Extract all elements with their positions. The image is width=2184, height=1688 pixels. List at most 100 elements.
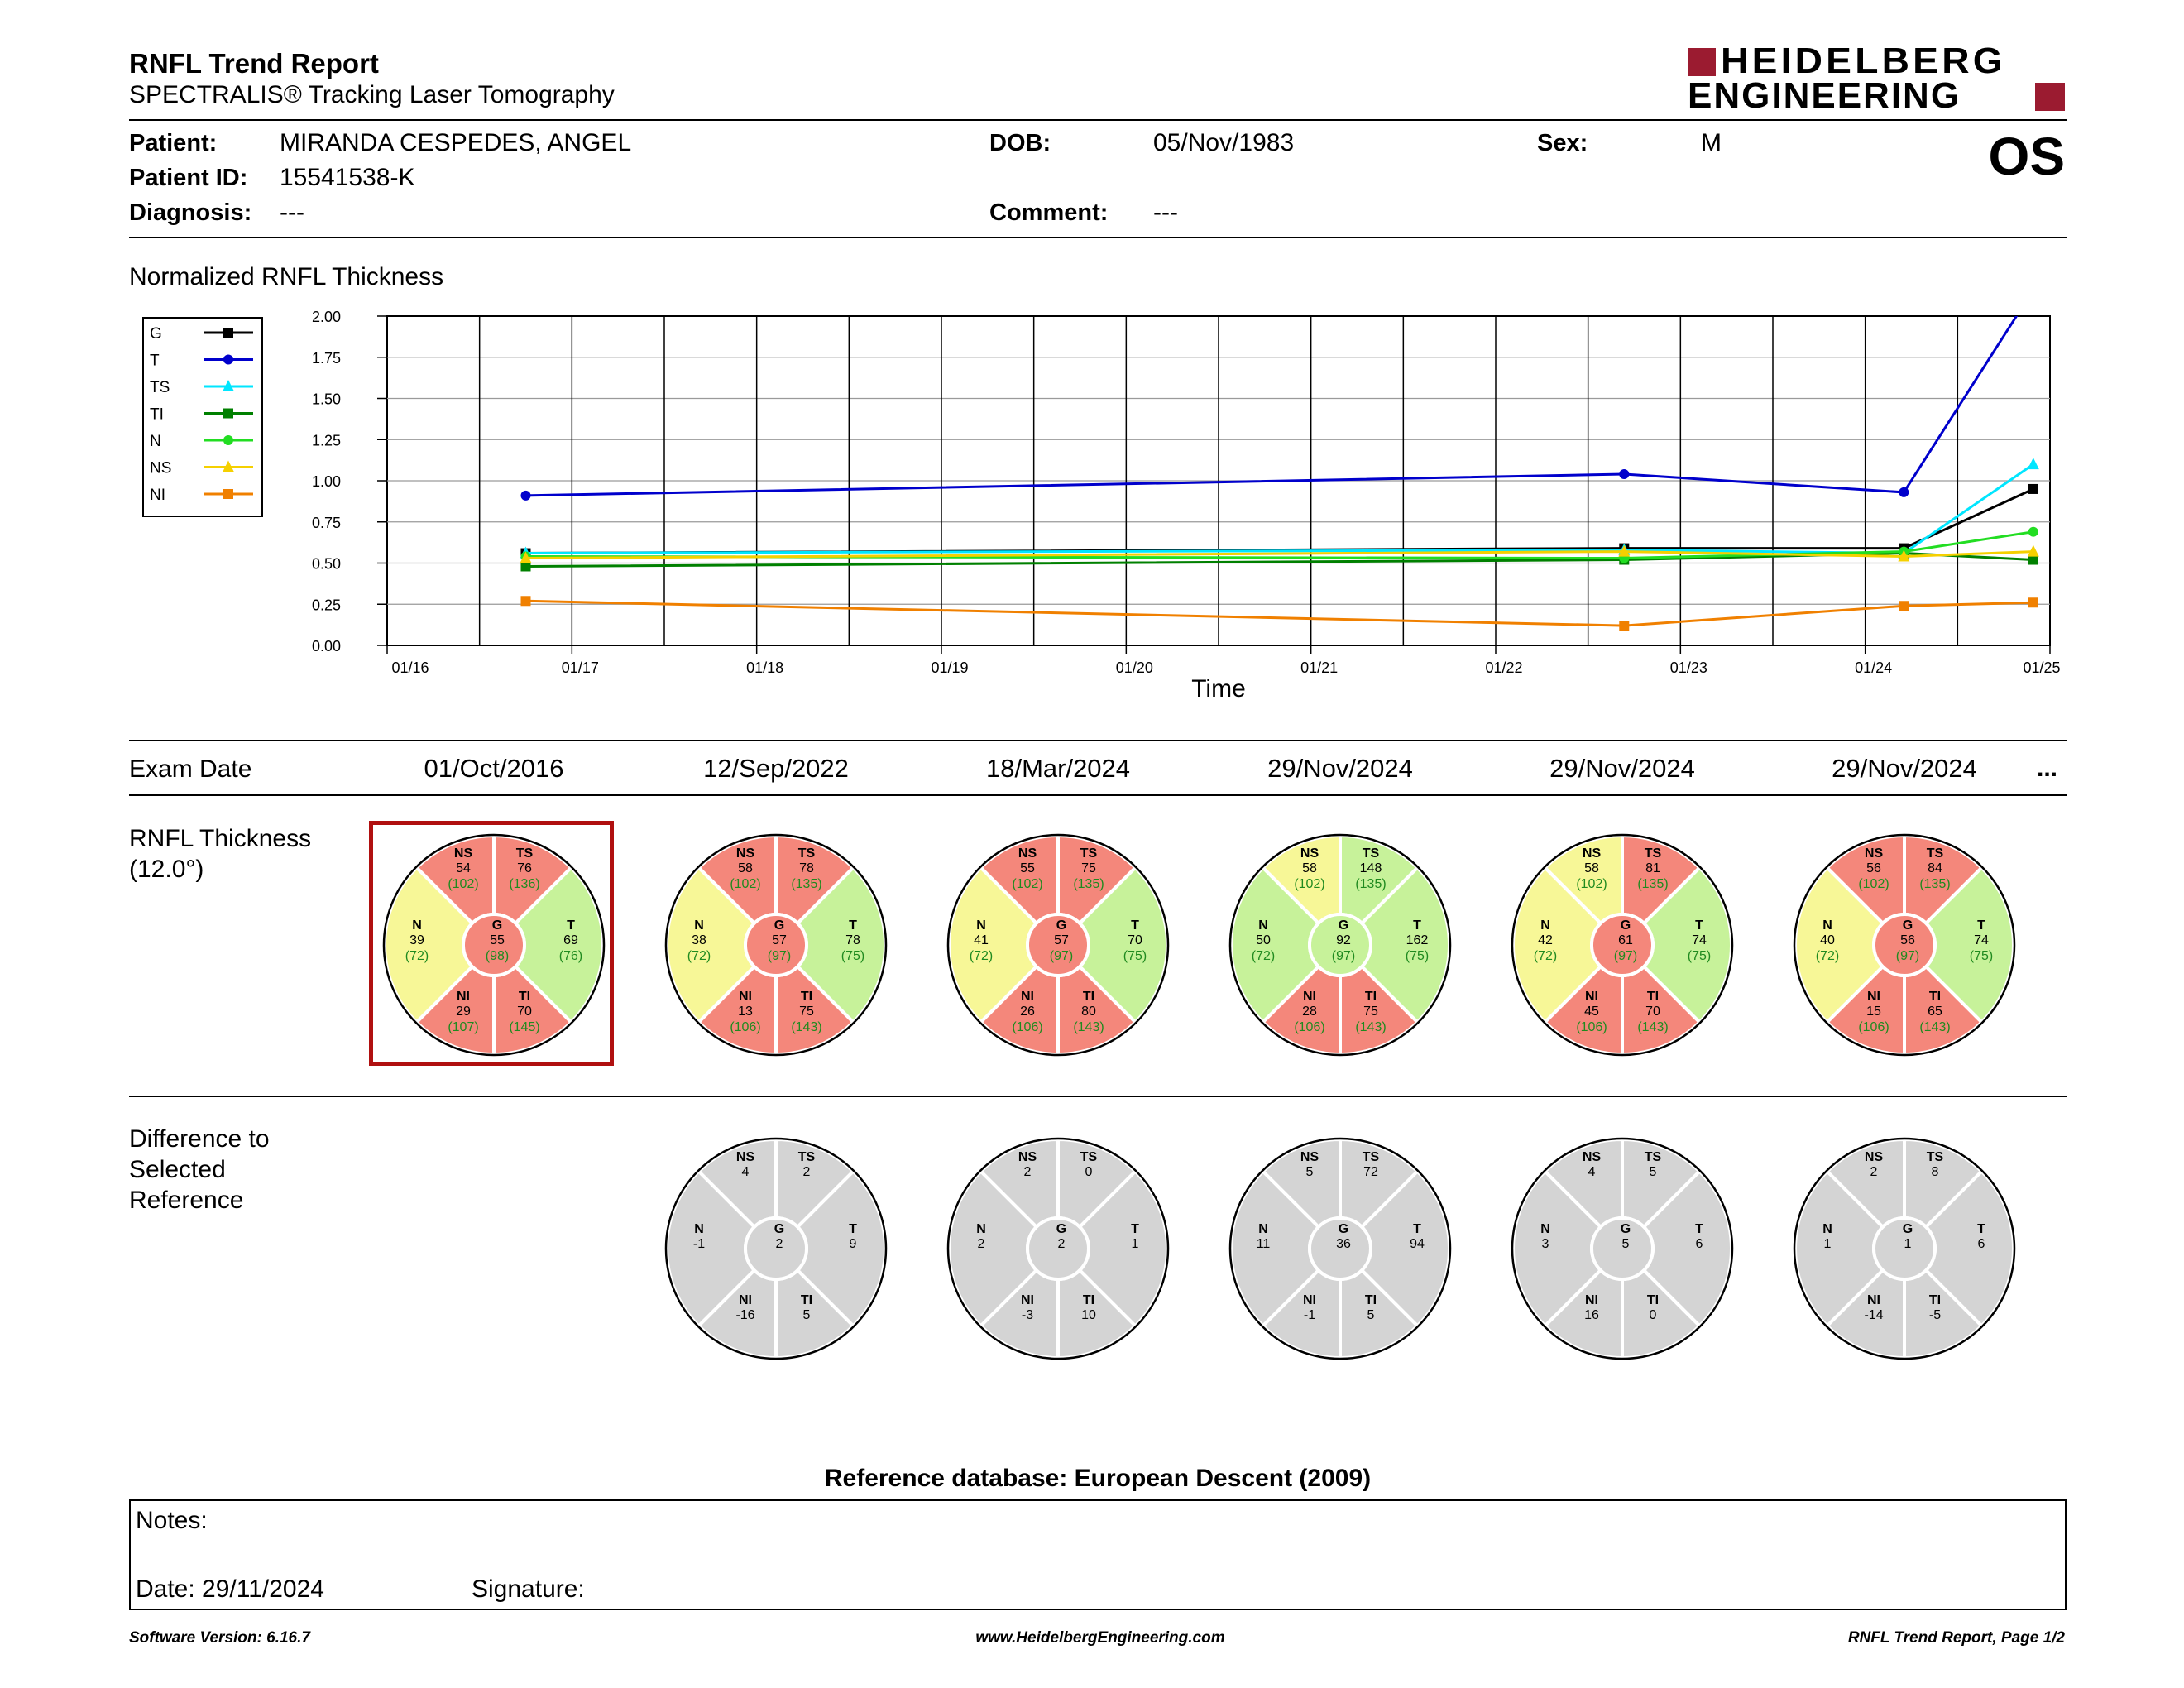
exam-date-4[interactable]: 29/Nov/2024 xyxy=(1267,754,1413,783)
more-exams-indicator[interactable]: ... xyxy=(2037,755,2058,782)
sector-value: 55 xyxy=(490,933,505,947)
sector-difference: 2 xyxy=(776,1237,783,1251)
sector-name: TI xyxy=(1647,990,1659,1004)
notes-box[interactable] xyxy=(129,1499,2067,1610)
sector-value: 58 xyxy=(738,861,753,875)
sector-name: T xyxy=(1977,918,1985,933)
sector-name: NS xyxy=(1865,1150,1884,1164)
y-tick-label: 1.75 xyxy=(312,350,341,367)
exam-date-2[interactable]: 12/Sep/2022 xyxy=(703,754,849,783)
data-point xyxy=(1899,601,1909,611)
comment-value: --- xyxy=(1153,199,1178,226)
sector-name: TS xyxy=(1927,846,1944,861)
data-point xyxy=(1898,549,1910,562)
sector-difference: 10 xyxy=(1081,1308,1096,1322)
sector-difference: 72 xyxy=(1363,1165,1378,1179)
sector-name: TS xyxy=(1363,846,1380,861)
sector-value: 75 xyxy=(1363,1005,1378,1019)
dob-label: DOB: xyxy=(989,130,1051,156)
exam-date-3[interactable]: 18/Mar/2024 xyxy=(985,754,1131,783)
sector-value: 40 xyxy=(1820,933,1835,947)
x-tick-label: 01/22 xyxy=(1485,659,1522,676)
sector-normal: (72) xyxy=(1816,949,1839,963)
logo-square-top xyxy=(1688,48,1716,76)
divider-header xyxy=(129,119,2067,121)
sector-normal: (106) xyxy=(1294,1020,1324,1034)
sector-difference: -5 xyxy=(1929,1308,1941,1322)
sector-name: T xyxy=(1695,918,1703,933)
x-tick-label: 01/21 xyxy=(1300,659,1338,676)
sector-name: G xyxy=(1621,918,1631,933)
heidelberg-logo: HEIDELBERG ENGINEERING xyxy=(1688,43,2067,116)
exam-date-6[interactable]: 29/Nov/2024 xyxy=(1832,754,1977,783)
sector-name: G xyxy=(1903,1222,1913,1236)
sector-name: N xyxy=(1822,1222,1832,1236)
sector-normal: (143) xyxy=(1637,1020,1668,1034)
sector-value: 58 xyxy=(1584,861,1599,875)
sector-value: 45 xyxy=(1584,1005,1599,1019)
sector-name: TS xyxy=(1363,1150,1380,1164)
signature-label: Signature: xyxy=(472,1575,585,1603)
selected-reference-frame[interactable] xyxy=(369,821,614,1066)
sector-value: 162 xyxy=(1406,933,1429,947)
sector-value: 28 xyxy=(1302,1005,1317,1019)
sector-name: NS xyxy=(1583,846,1602,861)
sector-normal: (135) xyxy=(791,877,821,891)
data-point xyxy=(520,551,532,563)
sector-name: T xyxy=(1131,1222,1139,1236)
thickness-wheel-4[interactable]: NS58(102)TS148(135)N50(72)T162(75)NI28(1… xyxy=(1216,821,1464,1069)
sector-normal: (106) xyxy=(1858,1020,1889,1034)
sector-value: 76 xyxy=(517,861,532,875)
data-point xyxy=(2027,544,2039,557)
exam-date-5[interactable]: 29/Nov/2024 xyxy=(1549,754,1695,783)
series-line xyxy=(525,463,2034,555)
sector-normal: (72) xyxy=(687,949,711,963)
wheel-outline xyxy=(664,833,888,1057)
date-label: Date: 29/11/2024 xyxy=(136,1575,324,1603)
x-tick-label: 01/25 xyxy=(2023,659,2060,676)
sector-g xyxy=(744,913,808,977)
data-point xyxy=(223,408,233,419)
sector-name: T xyxy=(849,918,857,933)
sector-normal: (72) xyxy=(1534,949,1557,963)
sector-g xyxy=(1872,913,1937,977)
sector-name: NS xyxy=(1018,1150,1037,1164)
x-tick-label: 01/17 xyxy=(562,659,599,676)
data-point xyxy=(223,460,234,472)
sector-value: 58 xyxy=(1302,861,1317,875)
sector-name: NS xyxy=(736,846,755,861)
sector-value: 84 xyxy=(1928,861,1942,875)
sector-difference: 2 xyxy=(978,1237,985,1251)
difference-label-line2: Selected xyxy=(129,1156,226,1183)
sector-name: TI xyxy=(1083,1293,1094,1307)
sector-g xyxy=(1872,1216,1937,1281)
exam-date-1[interactable]: 01/Oct/2016 xyxy=(424,754,564,783)
sector-name: N xyxy=(694,918,704,933)
sector-name: NS xyxy=(454,846,473,861)
sector-name: TS xyxy=(516,846,534,861)
website-link[interactable]: www.HeidelbergEngineering.com xyxy=(975,1629,1225,1647)
rnfl-thickness-label: RNFL Thickness (12.0°) xyxy=(129,823,311,885)
sector-value: 57 xyxy=(772,933,787,947)
data-point xyxy=(1619,469,1630,480)
legend-label: TS xyxy=(150,379,170,396)
thickness-wheel-6[interactable]: NS56(102)TS84(135)N40(72)T74(75)NI15(106… xyxy=(1780,821,2028,1069)
sector-difference: 2 xyxy=(1870,1165,1878,1179)
sector-normal: (102) xyxy=(1858,877,1889,891)
x-tick-label: 01/24 xyxy=(1855,659,1892,676)
sector-name: G xyxy=(774,918,784,933)
data-point xyxy=(520,561,531,572)
report-title: RNFL Trend Report xyxy=(129,48,379,79)
sector-difference: 16 xyxy=(1584,1308,1599,1322)
sector-name: G xyxy=(1056,1222,1066,1236)
thickness-wheel-2[interactable]: NS58(102)TS78(135)N38(72)T78(75)NI13(106… xyxy=(652,821,900,1069)
series-line xyxy=(525,552,2033,568)
